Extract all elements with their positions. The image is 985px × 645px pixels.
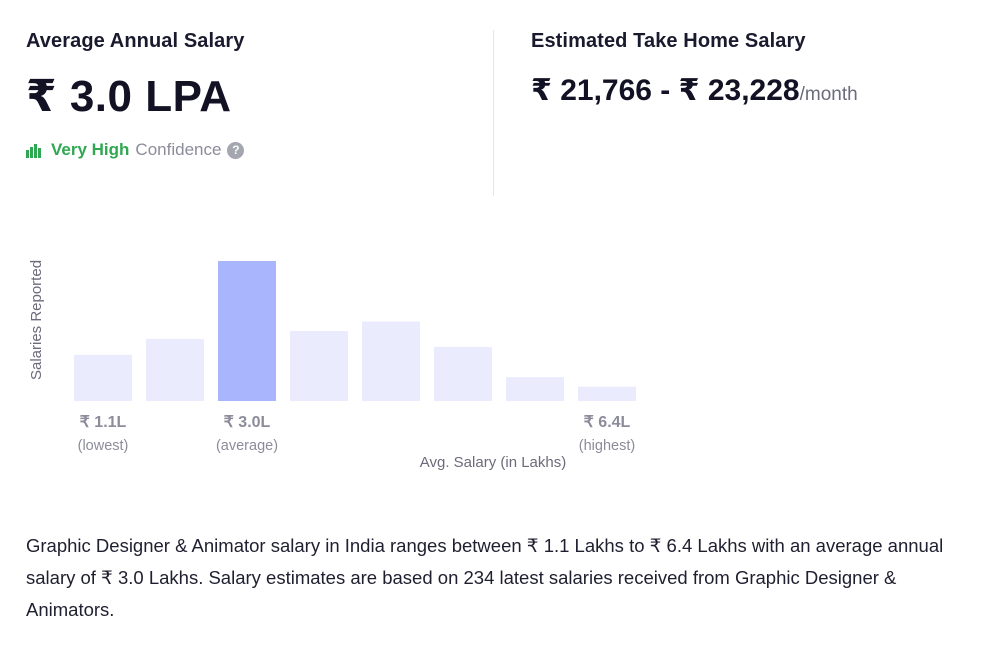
average-salary-value: ₹ 3.0 LPA <box>26 72 232 121</box>
salary-summary-text: Graphic Designer & Animator salary in In… <box>26 535 944 620</box>
confidence-label: Confidence <box>135 140 222 159</box>
histogram-bar <box>506 377 564 401</box>
tick-label-value: ₹ 1.1L <box>80 414 127 431</box>
confidence-level: Very High <box>51 140 130 159</box>
signal-bars-icon <box>26 142 44 158</box>
tick-label-value: ₹ 3.0L <box>224 414 271 431</box>
histogram-bar <box>434 346 492 401</box>
take-home-range: ₹ 21,766 - ₹ 23,228 <box>531 74 800 107</box>
histogram-bar <box>578 386 636 401</box>
histogram-bar <box>146 338 204 401</box>
tick-label-note: (lowest) <box>78 438 129 454</box>
take-home-value: ₹ 21,766 - ₹ 23,228/month <box>531 73 971 108</box>
take-home-panel: Estimated Take Home Salary ₹ 21,766 - ₹ … <box>531 30 971 108</box>
take-home-unit: /month <box>799 84 858 105</box>
histogram-bar <box>74 354 132 401</box>
chart-xlabel: Avg. Salary (in Lakhs) <box>420 454 566 471</box>
panel-divider <box>493 30 494 196</box>
take-home-title: Estimated Take Home Salary <box>531 30 806 52</box>
help-icon[interactable]: ? <box>227 141 245 159</box>
tick-label-note: (highest) <box>579 438 635 454</box>
salary-distribution-chart: Salaries Reported ₹ 1.1L (lowest) ₹ 3.0L (a… <box>28 260 636 471</box>
chart-ylabel: Salaries Reported <box>28 260 45 380</box>
histogram-bar <box>218 261 276 401</box>
average-salary-panel: Average Annual Salary ₹ 3.0 LPA Very Hig… <box>26 30 466 160</box>
average-salary-title: Average Annual Salary <box>26 30 245 52</box>
tick-label-value: ₹ 6.4L <box>584 414 631 431</box>
histogram-bar <box>290 331 348 401</box>
histogram-bar <box>362 321 420 401</box>
tick-label-note: (average) <box>216 438 278 454</box>
confidence-indicator: Very High Confidence ? <box>26 140 466 160</box>
chart-bars <box>74 261 636 401</box>
chart-tick-labels: ₹ 1.1L (lowest) ₹ 3.0L (average) ₹ 6.4L (high… <box>78 414 636 454</box>
